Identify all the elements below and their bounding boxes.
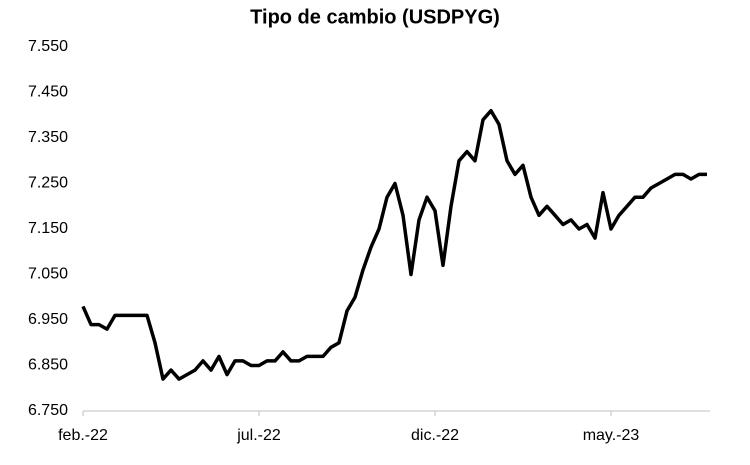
x-tick-label: jul.-22: [236, 427, 281, 444]
series-line: [81, 108, 707, 381]
y-tick-label: 6.950: [28, 311, 68, 328]
x-tick-label: dic.-22: [411, 427, 459, 444]
y-tick-label: 7.150: [28, 220, 68, 237]
y-tick-label: 7.050: [28, 266, 68, 283]
chart-title: Tipo de cambio (USDPYG): [250, 6, 500, 28]
y-tick-label: 7.450: [28, 84, 68, 101]
y-tick-label: 7.550: [28, 38, 68, 55]
x-tick-label: feb.-22: [58, 427, 108, 444]
x-tick-label: may.-23: [583, 427, 640, 444]
y-tick-label: 7.350: [28, 129, 68, 146]
y-tick-label: 7.250: [28, 175, 68, 192]
y-tick-label: 6.850: [28, 357, 68, 374]
y-tick-label: 6.750: [28, 402, 68, 419]
